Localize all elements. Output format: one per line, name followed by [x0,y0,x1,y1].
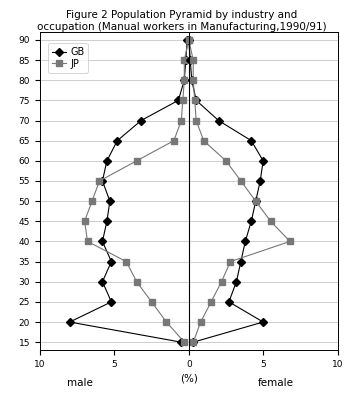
GB [179,340,183,345]
JP [85,239,90,244]
GB [105,219,109,224]
JP [150,299,154,304]
GB [185,37,189,42]
Text: male: male [67,378,93,388]
Legend: GB, JP: GB, JP [48,43,88,73]
GB [100,179,105,183]
X-axis label: (%): (%) [180,373,198,383]
GB [108,199,112,203]
Text: occupation (Manual workers in Manufacturing,1990/91): occupation (Manual workers in Manufactur… [37,22,326,32]
JP [182,340,187,345]
Text: Figure 2 Population Pyramid by industry and: Figure 2 Population Pyramid by industry … [66,10,297,20]
GB [109,299,114,304]
JP [187,37,191,42]
JP [182,58,187,62]
JP [82,219,87,224]
JP [172,138,176,143]
GB [184,58,188,62]
JP [164,320,168,324]
GB [100,279,105,284]
GB [109,259,114,264]
JP [182,78,187,83]
GB [68,320,72,324]
JP [179,118,183,123]
GB [182,78,187,83]
GB [100,239,105,244]
JP [97,179,102,183]
Line: GB: GB [66,37,191,345]
GB [105,158,109,163]
JP [134,279,139,284]
GB [115,138,119,143]
JP [134,158,139,163]
Text: female: female [258,378,294,388]
GB [139,118,143,123]
Line: JP: JP [81,37,192,345]
JP [90,199,94,203]
JP [181,98,185,103]
JP [124,259,129,264]
GB [176,98,180,103]
